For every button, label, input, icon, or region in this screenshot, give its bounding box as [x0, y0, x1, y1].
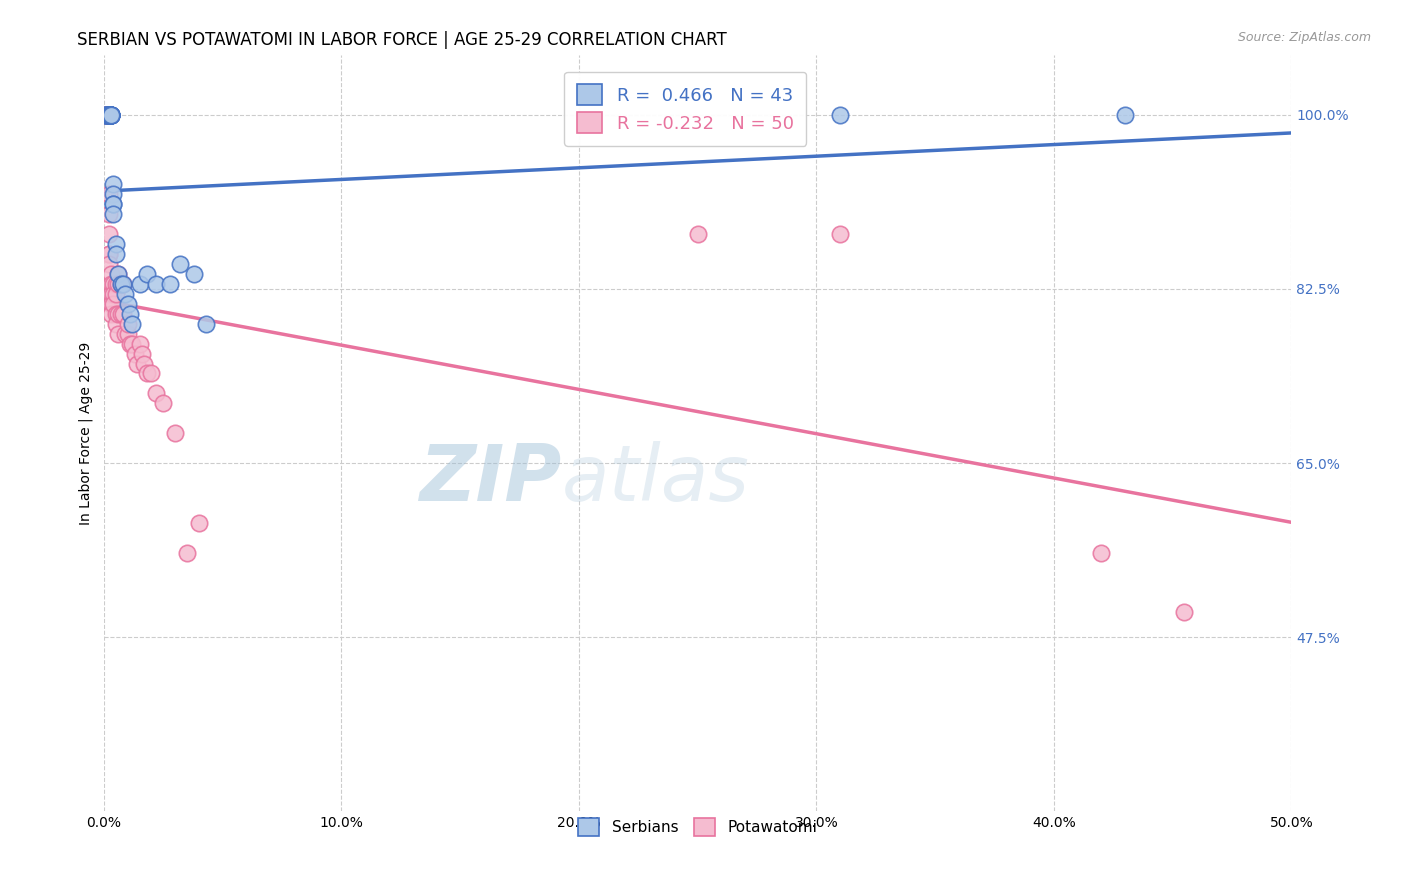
Point [100, 307, 122, 321]
Point [104, 317, 127, 331]
Point [100, 108, 122, 122]
Point [103, 178, 125, 192]
Point [97, 187, 120, 202]
Point [96, 108, 118, 122]
Point [96, 108, 118, 122]
Point [103, 207, 125, 221]
Point [103, 197, 125, 211]
Point [97, 108, 120, 122]
Point [1173, 605, 1195, 619]
Point [107, 277, 129, 291]
Point [100, 108, 122, 122]
Point [183, 267, 205, 281]
Point [100, 108, 122, 122]
Point [103, 187, 125, 202]
Point [96, 108, 118, 122]
Point [100, 108, 122, 122]
Point [100, 277, 122, 291]
Point [128, 277, 150, 291]
Point [97, 108, 120, 122]
Point [107, 326, 129, 341]
Text: atlas: atlas [562, 441, 751, 516]
Point [134, 357, 156, 371]
Point [100, 108, 122, 122]
Point [100, 108, 122, 122]
Point [107, 307, 129, 321]
Point [127, 357, 149, 371]
Point [830, 108, 852, 122]
Point [141, 367, 163, 381]
Point [121, 336, 143, 351]
Point [103, 297, 125, 311]
Point [117, 326, 139, 341]
Point [100, 108, 122, 122]
Point [159, 277, 181, 291]
Point [135, 267, 157, 281]
Point [97, 247, 120, 261]
Point [97, 108, 120, 122]
Point [96, 108, 118, 122]
Point [97, 108, 120, 122]
Point [100, 267, 122, 281]
Point [118, 336, 141, 351]
Point [176, 545, 198, 559]
Legend: Serbians, Potawatomi: Serbians, Potawatomi [569, 809, 827, 845]
Point [96, 108, 118, 122]
Point [97, 257, 120, 271]
Point [128, 336, 150, 351]
Point [110, 307, 132, 321]
Point [124, 346, 146, 360]
Point [103, 197, 125, 211]
Point [104, 277, 127, 291]
Point [104, 286, 127, 301]
Text: SERBIAN VS POTAWATOMI IN LABOR FORCE | AGE 25-29 CORRELATION CHART: SERBIAN VS POTAWATOMI IN LABOR FORCE | A… [77, 31, 727, 49]
Point [145, 277, 167, 291]
Point [111, 277, 134, 291]
Point [97, 207, 120, 221]
Point [110, 277, 132, 291]
Point [111, 277, 134, 291]
Point [686, 227, 709, 242]
Point [107, 267, 129, 281]
Point [100, 286, 122, 301]
Point [117, 297, 139, 311]
Point [1090, 545, 1112, 559]
Y-axis label: In Labor Force | Age 25-29: In Labor Force | Age 25-29 [79, 342, 93, 524]
Point [104, 307, 127, 321]
Point [111, 307, 134, 321]
Point [97, 108, 120, 122]
Point [117, 317, 139, 331]
Point [114, 326, 136, 341]
Point [103, 277, 125, 291]
Point [118, 307, 141, 321]
Point [135, 367, 157, 381]
Point [131, 346, 153, 360]
Point [1114, 108, 1136, 122]
Point [169, 257, 191, 271]
Point [145, 386, 167, 401]
Point [152, 396, 174, 410]
Text: ZIP: ZIP [419, 441, 561, 516]
Point [96, 108, 118, 122]
Point [104, 247, 127, 261]
Point [110, 277, 132, 291]
Point [100, 108, 122, 122]
Point [97, 108, 120, 122]
Point [97, 227, 120, 242]
Point [96, 108, 118, 122]
Point [100, 297, 122, 311]
Point [107, 267, 129, 281]
Point [187, 516, 209, 530]
Text: Source: ZipAtlas.com: Source: ZipAtlas.com [1237, 31, 1371, 45]
Point [103, 286, 125, 301]
Point [100, 108, 122, 122]
Point [97, 247, 120, 261]
Point [121, 317, 143, 331]
Point [114, 286, 136, 301]
Point [104, 237, 127, 252]
Point [830, 227, 852, 242]
Point [97, 108, 120, 122]
Point [165, 426, 187, 441]
Point [195, 317, 218, 331]
